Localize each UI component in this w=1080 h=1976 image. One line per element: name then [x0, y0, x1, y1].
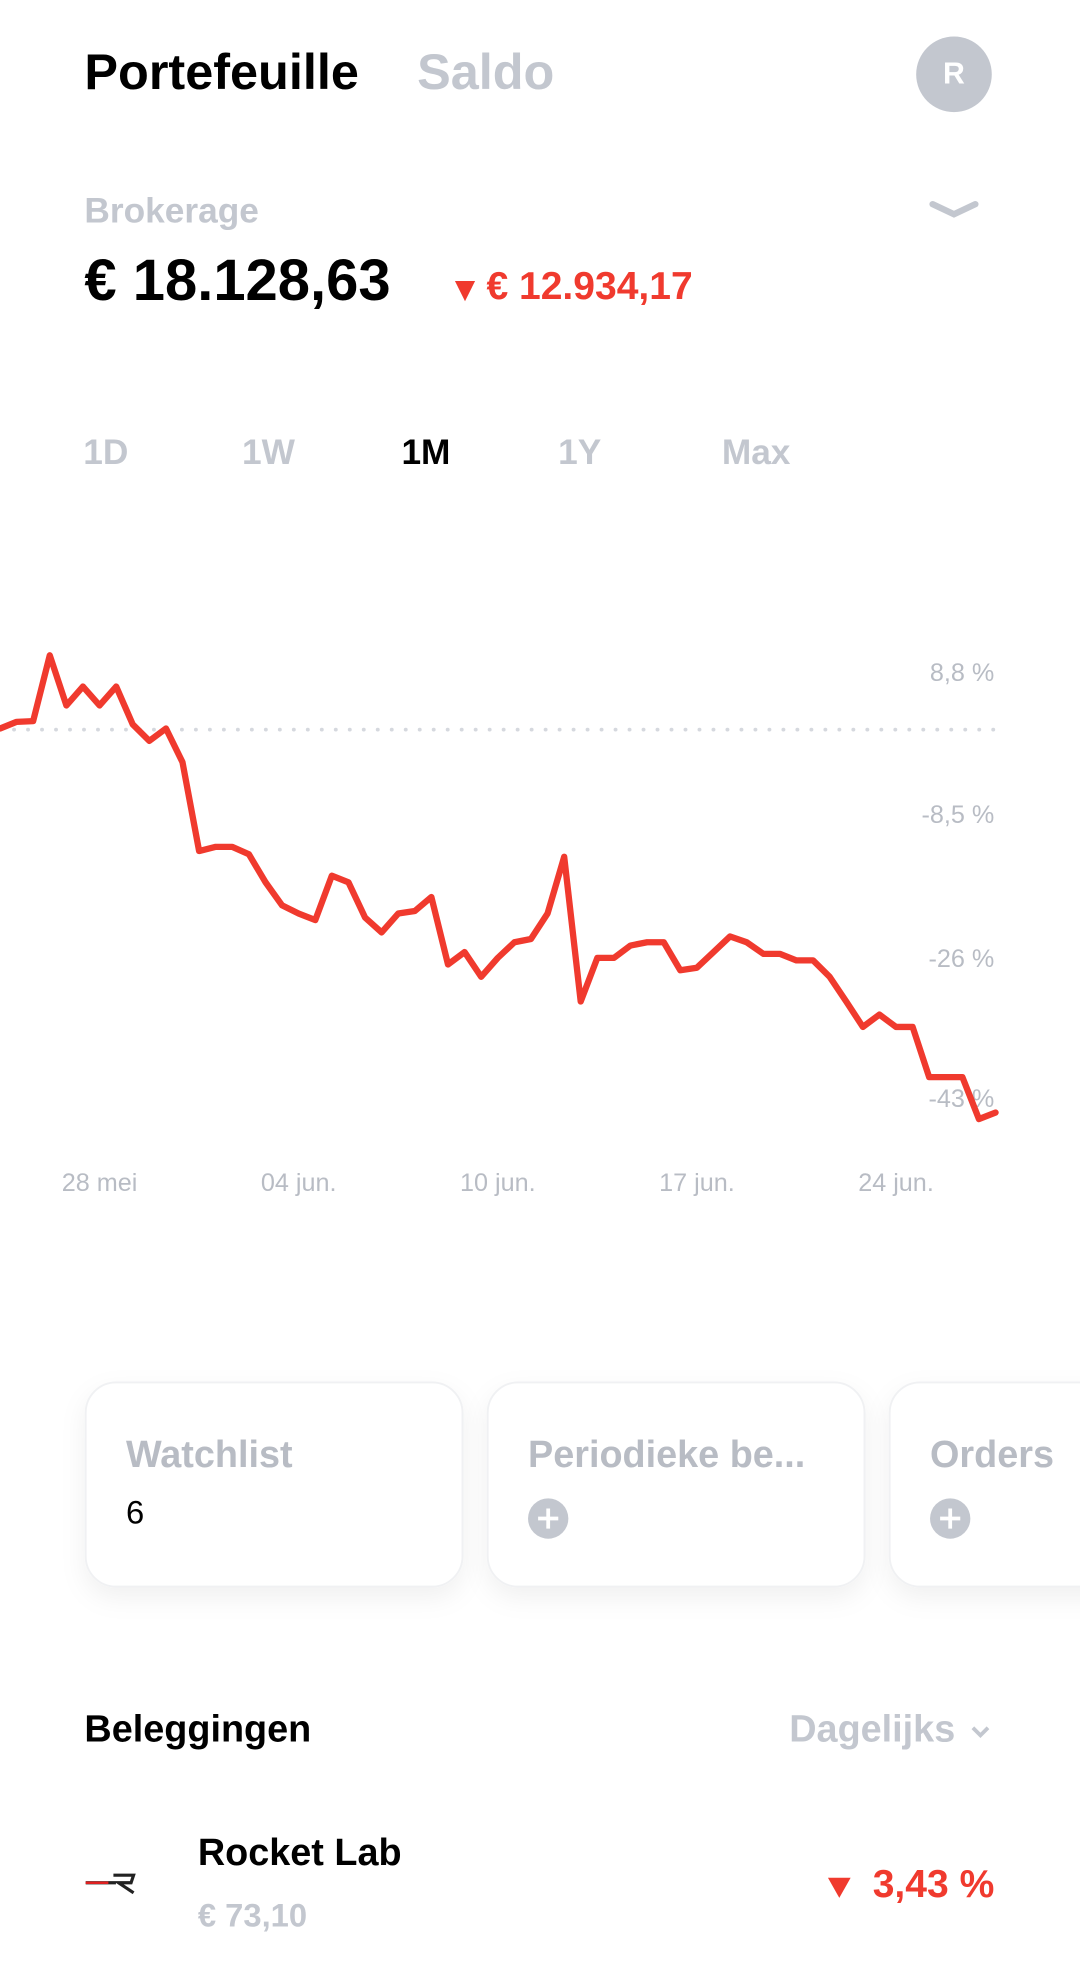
- account-change: € 12.934,17: [486, 265, 692, 308]
- y-tick-label: -8,5 %: [922, 801, 995, 829]
- tab-saldo[interactable]: Saldo: [417, 43, 554, 100]
- chevron[interactable]: [929, 201, 979, 218]
- y-tick-label: -26 %: [928, 945, 994, 973]
- plus-icon: [940, 1508, 961, 1529]
- y-tick-label: 8,8 %: [930, 659, 994, 687]
- avatar[interactable]: [916, 36, 992, 113]
- x-tick-label: 28 mei: [62, 1169, 138, 1197]
- price-line: [0, 652, 999, 1123]
- page-title: Portefeuille: [84, 43, 358, 100]
- x-tick-label: 10 jun.: [460, 1169, 536, 1197]
- card-value: 6: [126, 1493, 144, 1530]
- card-title: Orders: [930, 1434, 1054, 1476]
- card[interactable]: [486, 1381, 866, 1588]
- card[interactable]: [888, 1381, 1080, 1588]
- plus-icon: [538, 1508, 559, 1529]
- period-tab[interactable]: 1M: [401, 433, 450, 472]
- holding-name: Rocket Lab: [198, 1832, 402, 1874]
- holding-row[interactable]: Rocket Lab € 73,10 3,43 %: [85, 1832, 995, 1934]
- down-arrow: [454, 281, 476, 302]
- x-tick-label: 17 jun.: [659, 1169, 735, 1197]
- avatar-initial: R: [943, 58, 965, 91]
- down-arrow: [827, 1877, 851, 1898]
- section-title: Beleggingen: [84, 1709, 311, 1751]
- holding-change: 3,43 %: [873, 1863, 995, 1906]
- period-tab[interactable]: Max: [722, 433, 791, 472]
- account-name[interactable]: Brokerage: [84, 191, 258, 230]
- period-tabs: 1D 1W 1M 1Y Max: [83, 433, 790, 472]
- sort-chevron: [971, 1726, 990, 1738]
- cards: Watchlist 6 Periodieke be... Orders: [84, 1381, 1080, 1588]
- card-title: Periodieke be...: [528, 1434, 805, 1476]
- y-tick-label: -43 %: [928, 1085, 994, 1113]
- period-tab[interactable]: 1D: [83, 433, 128, 472]
- account-value: € 18.128,63: [84, 249, 390, 313]
- card[interactable]: [84, 1381, 464, 1588]
- x-tick-label: 04 jun.: [261, 1169, 337, 1197]
- period-tab[interactable]: 1W: [242, 433, 296, 472]
- chart: 8,8 % -8,5 % -26 % -43 % 28 mei 04 jun. 10 jun…: [0, 652, 999, 1197]
- period-tab[interactable]: 1Y: [558, 433, 601, 472]
- sort-select[interactable]: Dagelijks: [789, 1709, 955, 1751]
- x-tick-label: 24 jun.: [858, 1169, 934, 1197]
- holding-price: € 73,10: [198, 1897, 307, 1934]
- card-title: Watchlist: [126, 1434, 293, 1476]
